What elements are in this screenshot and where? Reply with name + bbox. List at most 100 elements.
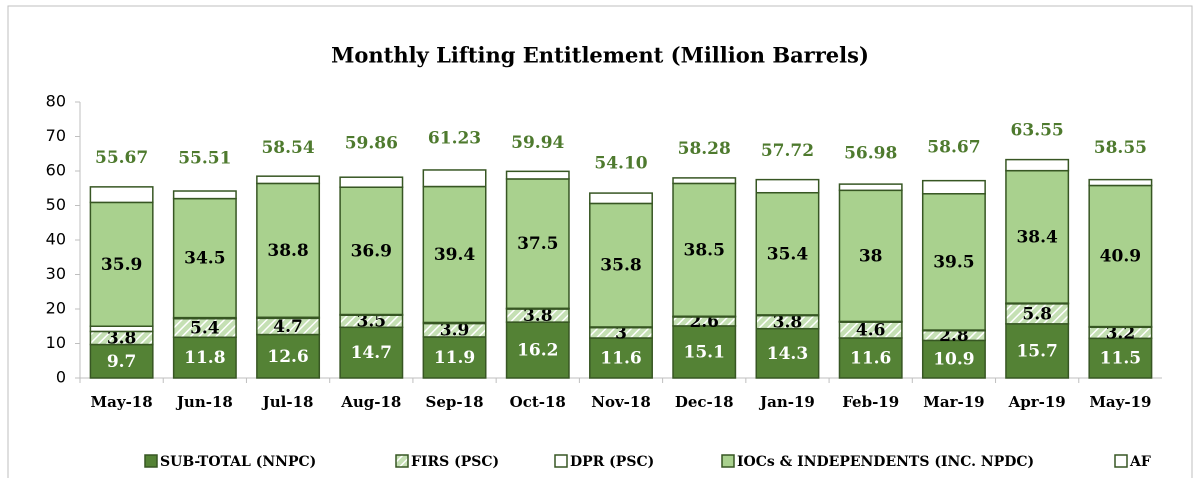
total-label: 58.67 — [927, 137, 980, 157]
bar-segment — [89, 186, 154, 204]
total-label: 63.55 — [1011, 121, 1064, 141]
total-label: 58.54 — [261, 138, 314, 158]
data-label: 3.8 — [773, 313, 803, 333]
bar-segment — [921, 193, 986, 331]
data-label: 3.9 — [440, 321, 470, 341]
data-label: 11.5 — [1100, 349, 1141, 369]
x-tick-label: Oct-18 — [510, 393, 566, 411]
data-label: 36.9 — [351, 241, 392, 261]
y-tick-label: 30 — [46, 264, 66, 283]
bar-segment — [339, 176, 404, 188]
bar-segment — [672, 182, 737, 317]
data-label: 4.7 — [273, 317, 303, 337]
legend-label: AF — [1129, 454, 1151, 470]
data-label: 35.9 — [101, 255, 142, 275]
x-tick-label: Aug-18 — [340, 393, 401, 411]
data-label: 39.4 — [434, 245, 476, 265]
bar-segment — [838, 183, 903, 192]
data-label: 10.9 — [933, 350, 974, 370]
bar-segment — [672, 325, 737, 379]
bar-segment — [339, 186, 404, 316]
x-tick-label: Apr-19 — [1008, 393, 1066, 411]
chart-title: Monthly Lifting Entitlement (Million Bar… — [331, 43, 869, 68]
y-tick-label: 70 — [46, 126, 66, 145]
bar-segment — [256, 333, 321, 379]
x-tick-label: Sep-18 — [426, 393, 484, 411]
data-label: 35.4 — [767, 244, 809, 264]
total-label: 59.94 — [511, 133, 564, 153]
data-label: 39.5 — [933, 252, 974, 272]
data-label: 38.4 — [1016, 227, 1058, 247]
x-tick-label: Dec-18 — [675, 393, 734, 411]
bar-segment — [838, 189, 903, 323]
data-label: 14.3 — [767, 344, 808, 364]
y-tick-label: 80 — [46, 92, 66, 111]
bar-segment — [1088, 337, 1153, 379]
bar-segment — [1005, 323, 1070, 379]
data-label: 40.9 — [1100, 247, 1141, 267]
data-label: 35.8 — [600, 256, 641, 276]
bar-segment — [89, 343, 154, 379]
data-label: 38 — [859, 246, 883, 266]
legend-label: SUB-TOTAL (NNPC) — [160, 454, 316, 470]
data-label: 3.8 — [107, 328, 137, 348]
total-label: 58.28 — [678, 139, 731, 159]
y-tick-label: 50 — [46, 195, 66, 214]
total-label: 59.86 — [345, 133, 398, 153]
bar-segment — [1005, 169, 1070, 304]
x-tick-label: Nov-18 — [591, 393, 651, 411]
bar-segment — [672, 177, 737, 185]
data-label: 3 — [615, 323, 627, 343]
total-label: 55.51 — [178, 148, 231, 168]
legend-swatch — [721, 454, 735, 468]
y-tick-label: 40 — [46, 230, 66, 249]
legend-swatch — [144, 454, 158, 468]
total-label: 56.98 — [844, 143, 897, 163]
x-tick-label: May-18 — [91, 393, 153, 411]
data-label: 15.1 — [684, 342, 725, 362]
data-label: 3.8 — [523, 306, 553, 326]
total-label: 57.72 — [761, 141, 814, 161]
data-label: 5.4 — [190, 318, 220, 338]
bar-segment — [172, 190, 237, 200]
data-label: 34.5 — [184, 249, 225, 269]
data-label: 3.2 — [1106, 323, 1136, 343]
x-tick-label: Jan-19 — [758, 393, 815, 411]
total-label: 54.10 — [594, 153, 647, 173]
bar-segment — [505, 170, 570, 180]
legend-label: DPR (PSC) — [570, 454, 654, 470]
bar-segment — [172, 336, 237, 379]
data-label: 16.2 — [517, 341, 558, 361]
x-tick-label: May-19 — [1089, 393, 1151, 411]
data-label: 15.7 — [1016, 341, 1057, 361]
data-label: 38.5 — [684, 240, 725, 260]
y-tick-label: 10 — [46, 333, 66, 352]
legend-swatch — [554, 454, 568, 468]
bar-segment — [755, 327, 820, 379]
bar-segment — [505, 178, 570, 310]
bar-segment — [755, 178, 820, 194]
x-tick-label: Feb-19 — [842, 393, 899, 411]
bar-segment — [256, 182, 321, 319]
data-label: 9.7 — [107, 352, 137, 372]
data-label: 11.9 — [434, 348, 475, 368]
bar-segment — [422, 336, 487, 379]
bar-segment — [1088, 178, 1153, 187]
data-label: 4.6 — [856, 321, 886, 341]
total-label: 55.67 — [95, 148, 148, 168]
x-tick-label: Jul-18 — [261, 393, 314, 411]
total-label: 61.23 — [428, 129, 481, 149]
data-label: 37.5 — [517, 234, 558, 254]
data-label: 11.8 — [184, 348, 225, 368]
bar-segment — [89, 325, 154, 333]
data-label: 11.6 — [600, 348, 641, 368]
bar-segment — [339, 326, 404, 379]
bar-segment — [1088, 184, 1153, 328]
bar-segment — [422, 185, 487, 324]
x-tick-label: Mar-19 — [923, 393, 984, 411]
bar-segment — [589, 192, 653, 205]
bar-segment — [256, 175, 321, 185]
legend-swatch — [1114, 454, 1128, 468]
bar-segment — [921, 179, 986, 195]
